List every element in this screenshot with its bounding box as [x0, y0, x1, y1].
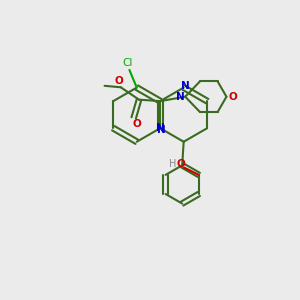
Text: O: O: [115, 76, 124, 86]
Text: N: N: [176, 92, 185, 102]
Text: O: O: [133, 119, 142, 129]
Text: H: H: [169, 159, 176, 169]
Text: Cl: Cl: [123, 58, 133, 68]
Text: O: O: [229, 92, 237, 102]
Text: N: N: [181, 81, 190, 91]
Text: N: N: [157, 125, 166, 135]
Text: O: O: [176, 159, 185, 169]
Text: N: N: [156, 123, 165, 133]
